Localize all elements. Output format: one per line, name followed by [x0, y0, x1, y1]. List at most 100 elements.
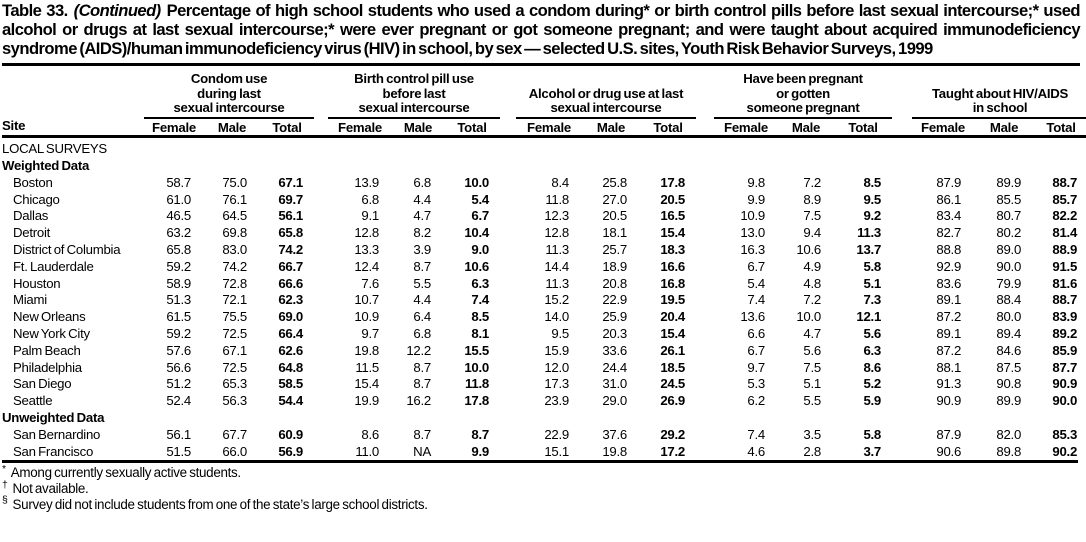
spacer-cell — [500, 259, 516, 276]
value-cell: 12.8 — [544, 225, 569, 241]
value-cell: 92.9 — [936, 258, 962, 274]
table-row: Detroit 63.2 69.8 65.8 12.8 8.2 10.4 12.8 18.1 15… — [2, 225, 1086, 242]
value-cell: 72.8 — [222, 275, 247, 291]
value-cell: 66.7 — [278, 258, 303, 274]
group-header-line: Taught about HIV/AIDS — [931, 85, 1069, 101]
sub-header-total: Total — [640, 117, 696, 139]
value-cell: 13.7 — [856, 242, 882, 258]
value-cell: 8.6 — [361, 426, 379, 442]
value-cell: 79.9 — [996, 275, 1022, 291]
value-cell: 10.0 — [464, 174, 489, 190]
table-continued-label: (Continued) — [73, 1, 162, 20]
value-cell: 10.9 — [354, 309, 379, 325]
section-row: Weighted Data — [2, 158, 1086, 175]
spacer-cell — [892, 276, 912, 293]
value-cell: 5.6 — [803, 342, 821, 358]
value-cell: 10.0 — [464, 359, 489, 375]
value-cell: 88.4 — [996, 292, 1022, 308]
site-column-header: Site — [2, 66, 144, 139]
value-cell: 11.3 — [857, 225, 882, 241]
value-cell: 15.9 — [544, 342, 569, 358]
value-cell: 6.2 — [747, 393, 765, 409]
value-cell: 52.4 — [166, 393, 191, 409]
value-cell: 5.1 — [803, 376, 821, 392]
spacer-cell — [314, 343, 328, 360]
value-cell: 80.7 — [996, 208, 1022, 224]
value-cell: 90.0 — [1052, 393, 1078, 409]
spacer-cell — [314, 225, 328, 242]
value-cell: 6.7 — [471, 208, 489, 224]
spacer-cell — [314, 376, 328, 393]
value-cell: 15.5 — [464, 342, 489, 358]
value-cell: NA — [413, 443, 431, 459]
value-cell: 88.7 — [1052, 174, 1078, 190]
value-cell: 20.3 — [602, 326, 627, 342]
group-header-line: during last — [197, 85, 261, 101]
value-cell: 5.2 — [863, 376, 882, 392]
value-cell: 6.7 — [747, 342, 765, 358]
value-cell: 82.2 — [1052, 208, 1078, 224]
value-cell: 67.1 — [278, 174, 303, 190]
group-header-condom-use: Condom use during last sexual intercourse — [144, 66, 314, 119]
value-cell: 58.9 — [166, 275, 191, 291]
group-header-line: sexual intercourse — [550, 100, 662, 116]
spacer-cell — [314, 208, 328, 225]
value-cell: 85.7 — [1052, 191, 1078, 207]
column-spacer — [500, 66, 516, 139]
value-cell: 37.6 — [602, 426, 627, 442]
value-cell: 59.2 — [166, 326, 191, 342]
value-cell: 8.6 — [863, 359, 882, 375]
spacer-cell — [314, 393, 328, 410]
table-body: LOCAL SURVEYS Weighted Data Boston 58.7 75.0… — [2, 137, 1086, 461]
sub-header-total: Total — [444, 117, 500, 139]
group-header-line: Alcohol or drug use at last — [528, 85, 684, 101]
spacer-cell — [696, 292, 714, 309]
value-cell: 18.9 — [602, 258, 627, 274]
value-cell: 66.6 — [278, 275, 303, 291]
sub-header-male: Male — [582, 117, 640, 139]
value-cell: 8.4 — [551, 174, 569, 190]
spacer-cell — [500, 292, 516, 309]
value-cell: 19.9 — [354, 393, 379, 409]
value-cell: 8.7 — [413, 258, 431, 274]
spacer-cell — [892, 225, 912, 242]
value-cell: 7.2 — [803, 174, 821, 190]
value-cell: 5.5 — [413, 275, 431, 291]
value-cell: 4.9 — [803, 258, 821, 274]
site-cell: San Bernardino — [13, 426, 101, 442]
value-cell: 16.6 — [660, 258, 685, 274]
value-cell: 75.5 — [222, 309, 247, 325]
spacer-cell — [892, 309, 912, 326]
value-cell: 15.2 — [544, 292, 569, 308]
value-cell: 9.4 — [803, 225, 821, 241]
value-cell: 69.0 — [278, 309, 303, 325]
value-cell: 12.8 — [354, 225, 379, 241]
footnote-not-available: † Not available. — [2, 479, 1080, 497]
value-cell: 13.9 — [354, 174, 379, 190]
value-cell: 17.8 — [660, 174, 685, 190]
table-row: District of Columbia 65.8 83.0 74.2 13.3 3.9 9… — [2, 242, 1086, 259]
section-label: Unweighted Data — [2, 410, 105, 426]
value-cell: 58.7 — [166, 174, 191, 190]
value-cell: 23.9 — [544, 393, 569, 409]
value-cell: 13.3 — [354, 242, 379, 258]
value-cell: 8.7 — [413, 359, 431, 375]
value-cell: 66.4 — [278, 326, 303, 342]
value-cell: 10.6 — [464, 258, 489, 274]
value-cell: 11.3 — [545, 242, 569, 258]
table-row: Seattle 52.4 56.3 54.4 19.9 16.2 17.8 23.9 29.0 2… — [2, 393, 1086, 410]
value-cell: 91.3 — [936, 376, 962, 392]
group-header-line: or gotten — [776, 85, 830, 101]
value-cell: 12.2 — [406, 342, 431, 358]
site-cell: New Orleans — [13, 309, 86, 325]
value-cell: 9.2 — [863, 208, 882, 224]
spacer-cell — [314, 360, 328, 377]
group-header-line: before last — [382, 85, 446, 101]
value-cell: 4.7 — [413, 208, 431, 224]
value-cell: 5.4 — [747, 275, 765, 291]
value-cell: 74.2 — [278, 242, 303, 258]
value-cell: 29.2 — [660, 426, 685, 442]
value-cell: 84.6 — [996, 342, 1022, 358]
site-cell: Palm Beach — [13, 342, 81, 358]
sub-header-total: Total — [260, 117, 314, 139]
